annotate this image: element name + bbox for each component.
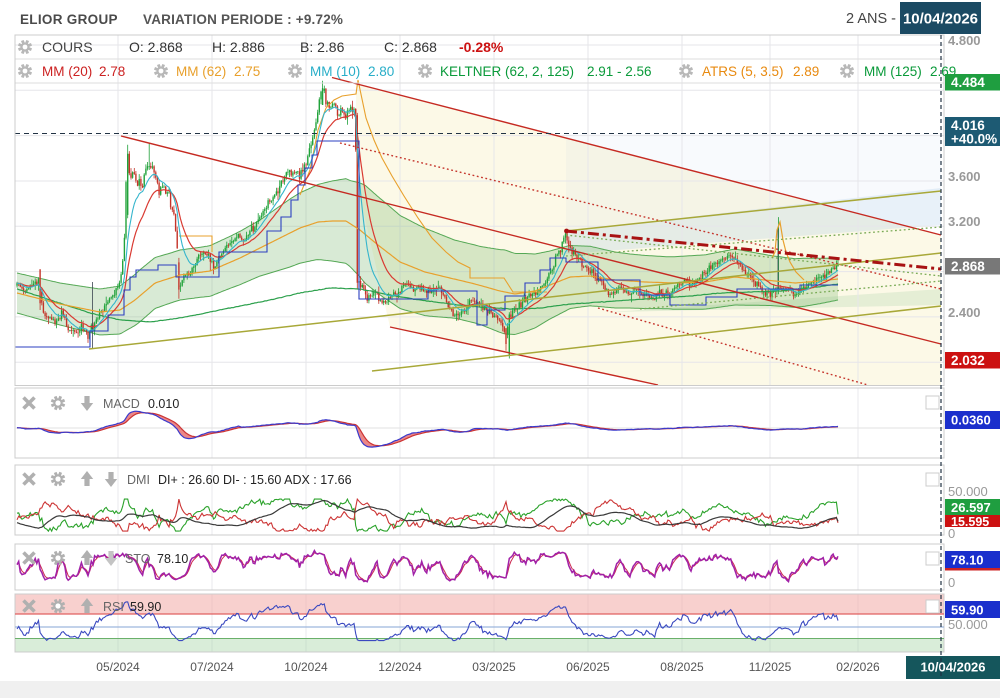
svg-text:50.000: 50.000 bbox=[948, 484, 988, 499]
svg-text:59.90: 59.90 bbox=[951, 603, 984, 618]
svg-text:MACD: MACD bbox=[103, 397, 140, 411]
svg-text:ATRS (5, 3.5): ATRS (5, 3.5) bbox=[702, 64, 784, 79]
svg-text:3.600: 3.600 bbox=[948, 169, 981, 184]
svg-text:-0.28%: -0.28% bbox=[459, 39, 504, 55]
svg-text:2.91 - 2.56: 2.91 - 2.56 bbox=[587, 64, 652, 79]
svg-text:+40.0%: +40.0% bbox=[951, 132, 997, 147]
svg-text:08/2025: 08/2025 bbox=[660, 660, 704, 674]
svg-text:0: 0 bbox=[948, 526, 955, 541]
svg-text:O: 2.868: O: 2.868 bbox=[129, 39, 183, 55]
svg-text:STO: STO bbox=[125, 552, 151, 566]
svg-text:78.10: 78.10 bbox=[951, 553, 984, 568]
svg-text:B: 2.86: B: 2.86 bbox=[300, 39, 345, 55]
svg-text:ELIOR GROUP: ELIOR GROUP bbox=[20, 12, 118, 27]
svg-text:0.010: 0.010 bbox=[148, 397, 179, 411]
svg-text:2.75: 2.75 bbox=[234, 64, 260, 79]
svg-text:C: 2.868: C: 2.868 bbox=[384, 39, 437, 55]
svg-text:0: 0 bbox=[948, 575, 955, 590]
svg-text:26.597: 26.597 bbox=[951, 500, 991, 515]
svg-text:78.10: 78.10 bbox=[157, 552, 188, 566]
svg-text:50.000: 50.000 bbox=[948, 617, 988, 632]
svg-text:3.200: 3.200 bbox=[948, 214, 981, 229]
svg-text:03/2025: 03/2025 bbox=[472, 660, 516, 674]
svg-text:KELTNER (62, 2, 125): KELTNER (62, 2, 125) bbox=[440, 64, 574, 79]
svg-text:05/2024: 05/2024 bbox=[96, 660, 140, 674]
svg-text:11/2025: 11/2025 bbox=[749, 660, 792, 674]
svg-text:DMI: DMI bbox=[127, 473, 150, 487]
svg-text:2.78: 2.78 bbox=[99, 64, 125, 79]
svg-text:MM (62): MM (62) bbox=[176, 64, 226, 79]
svg-text:RSI: RSI bbox=[103, 600, 124, 614]
svg-text:07/2024: 07/2024 bbox=[190, 660, 234, 674]
svg-text:10/04/2026: 10/04/2026 bbox=[920, 660, 985, 675]
svg-text:4.016: 4.016 bbox=[951, 118, 985, 133]
svg-text:MM (125): MM (125) bbox=[864, 64, 922, 79]
svg-text:0.0360: 0.0360 bbox=[951, 413, 991, 428]
svg-text:10/04/2026: 10/04/2026 bbox=[903, 11, 978, 28]
svg-text:MM (20): MM (20) bbox=[42, 64, 92, 79]
svg-text:2.868: 2.868 bbox=[951, 259, 985, 274]
svg-text:02/2026: 02/2026 bbox=[836, 660, 880, 674]
svg-text:2.89: 2.89 bbox=[793, 64, 819, 79]
svg-text:4.800: 4.800 bbox=[948, 33, 981, 48]
svg-text:59.90: 59.90 bbox=[130, 600, 161, 614]
svg-text:06/2025: 06/2025 bbox=[566, 660, 610, 674]
svg-text:H: 2.886: H: 2.886 bbox=[212, 39, 265, 55]
svg-text:DI+ : 26.60 DI- : 15.60 ADX :: DI+ : 26.60 DI- : 15.60 ADX : 17.66 bbox=[158, 473, 352, 487]
svg-text:12/2024: 12/2024 bbox=[378, 660, 422, 674]
svg-text:MM (10): MM (10) bbox=[310, 64, 360, 79]
svg-text:2.400: 2.400 bbox=[948, 305, 981, 320]
svg-text:2.80: 2.80 bbox=[368, 64, 394, 79]
svg-text:VARIATION PERIODE : +9.72%: VARIATION PERIODE : +9.72% bbox=[143, 12, 343, 27]
svg-text:2.032: 2.032 bbox=[951, 353, 985, 368]
svg-text:10/2024: 10/2024 bbox=[284, 660, 328, 674]
svg-text:COURS: COURS bbox=[42, 39, 93, 55]
svg-text:2 ANS -: 2 ANS - bbox=[846, 11, 896, 27]
svg-text:15.595: 15.595 bbox=[951, 515, 989, 529]
svg-text:4.484: 4.484 bbox=[951, 75, 985, 90]
